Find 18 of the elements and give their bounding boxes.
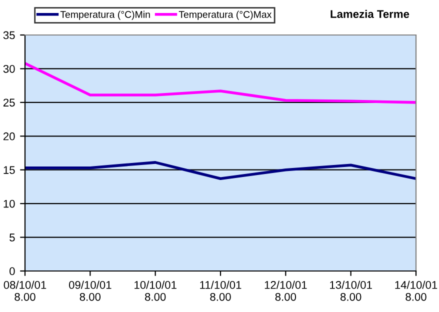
y-tick-label: 10 (4, 200, 15, 208)
x-tick-label: 12/10/01 8.00 (264, 280, 307, 301)
y-tick-label: 20 (3, 132, 15, 140)
x-tick-label: 08/10/01 8.00 (4, 280, 46, 301)
legend-label: Temperatura (°C)Min (60, 10, 150, 20)
chart-title: Lamezia Terme (330, 10, 410, 18)
y-tick-label: 25 (3, 98, 15, 107)
y-tick-label: 30 (3, 64, 15, 73)
y-tick-label: 5 (10, 234, 15, 242)
x-tick-label: 14/10/01 8.00 (395, 280, 438, 301)
legend-label: Temperatura (°C)Max (178, 10, 272, 20)
x-tick-label: 10/10/01 8.00 (134, 280, 176, 301)
y-tick-label: 0 (10, 267, 15, 276)
y-tick-label: 35 (3, 31, 15, 40)
y-tick-label: 15 (4, 166, 15, 174)
x-tick-label: 13/10/01 8.00 (330, 280, 372, 301)
x-tick-label: 11/10/01 8.00 (200, 280, 242, 301)
x-tick-label: 09/10/01 8.00 (68, 280, 112, 301)
